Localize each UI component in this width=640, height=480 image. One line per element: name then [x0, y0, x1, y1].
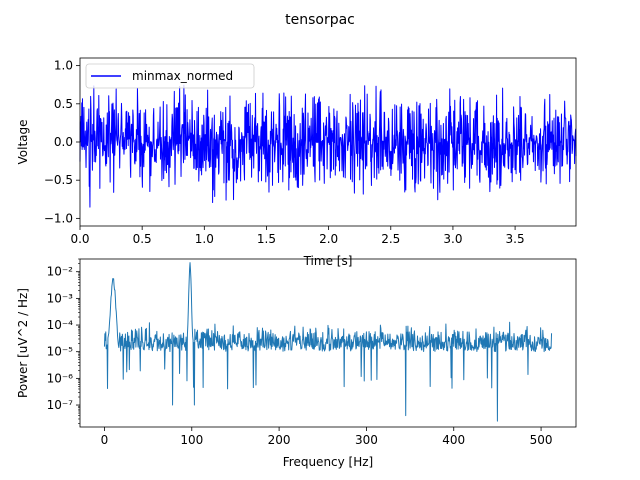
y-tick-label: −0.5: [44, 173, 73, 187]
x-tick-label: 400: [442, 433, 465, 447]
x-tick-label: 2.5: [381, 232, 400, 246]
x-tick-label: 3.5: [506, 232, 525, 246]
x-tick-label: 500: [530, 433, 553, 447]
y-tick-label: 0.0: [54, 135, 73, 149]
x-tick-label: 1.5: [257, 232, 276, 246]
x-tick-label: 200: [268, 433, 291, 447]
x-tick-label: 1.0: [195, 232, 214, 246]
x-tick-label: 3.0: [443, 232, 462, 246]
x-tick-label: 2.0: [319, 232, 338, 246]
x-tick-label: 0.0: [70, 232, 89, 246]
y-tick-label: 1.0: [54, 59, 73, 73]
x-tick-label: 100: [180, 433, 203, 447]
legend: minmax_normed: [86, 64, 254, 88]
y-tick-label: 10⁻³: [47, 291, 74, 305]
legend-entry-minmax-normed: minmax_normed: [132, 69, 233, 83]
x-tick-label: 0: [101, 433, 109, 447]
y-tick-label: 10⁻⁴: [47, 318, 74, 332]
y-tick-label: 10⁻⁵: [47, 345, 74, 359]
y-tick-label: 10⁻⁷: [47, 398, 74, 412]
x-axis-label-bottom: Frequency [Hz]: [283, 455, 374, 469]
y-axis-label-bottom: Power [uV^2 / Hz]: [16, 288, 30, 398]
y-tick-label: 10⁻²: [47, 265, 74, 279]
y-tick-label: 0.5: [54, 97, 73, 111]
y-tick-label: −1.0: [44, 211, 73, 225]
y-axis-label-top: Voltage: [16, 119, 30, 164]
x-axis-label-top: Time [s]: [303, 254, 353, 268]
x-tick-label: 300: [355, 433, 378, 447]
y-tick-label: 10⁻⁶: [47, 371, 74, 385]
x-tick-label: 0.5: [133, 232, 152, 246]
figure-suptitle: tensorpac: [285, 12, 355, 28]
